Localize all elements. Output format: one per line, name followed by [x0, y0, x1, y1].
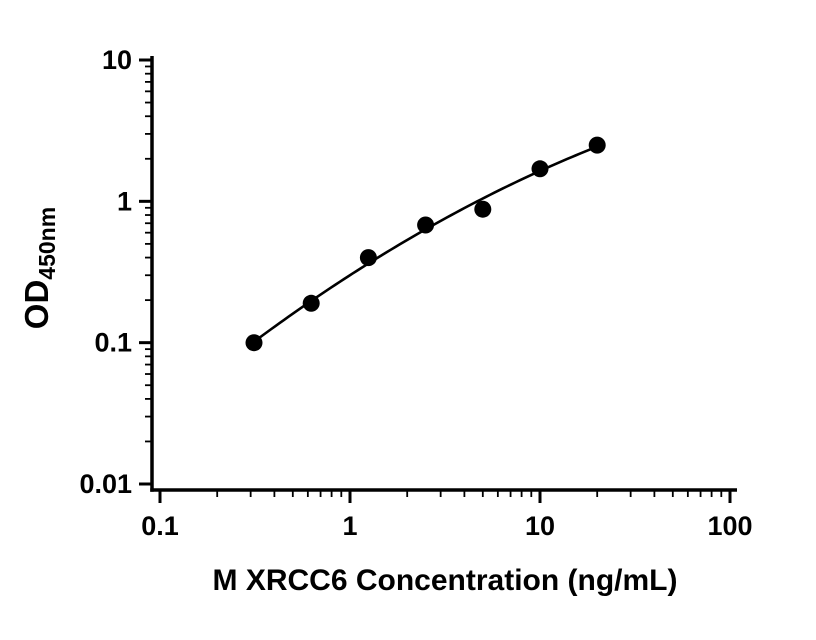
data-point — [302, 294, 320, 312]
x-tick-label: 10 — [525, 511, 555, 541]
y-tick-label: 0.01 — [79, 469, 132, 499]
x-tick-label: 100 — [707, 511, 752, 541]
data-point — [531, 160, 549, 178]
x-tick-label: 1 — [342, 511, 357, 541]
x-tick-label: 0.1 — [141, 511, 179, 541]
y-tick-label: 0.1 — [94, 328, 132, 358]
fit-curve — [253, 145, 598, 343]
y-tick-label: 10 — [102, 45, 132, 75]
data-point — [474, 200, 492, 218]
x-axis-title: M XRCC6 Concentration (ng/mL) — [213, 564, 678, 597]
data-point — [417, 216, 435, 234]
y-axis-title: OD450nm — [18, 207, 60, 329]
y-tick-label: 1 — [117, 186, 132, 216]
data-point — [245, 334, 263, 352]
data-point — [359, 249, 377, 267]
data-point — [588, 136, 606, 154]
